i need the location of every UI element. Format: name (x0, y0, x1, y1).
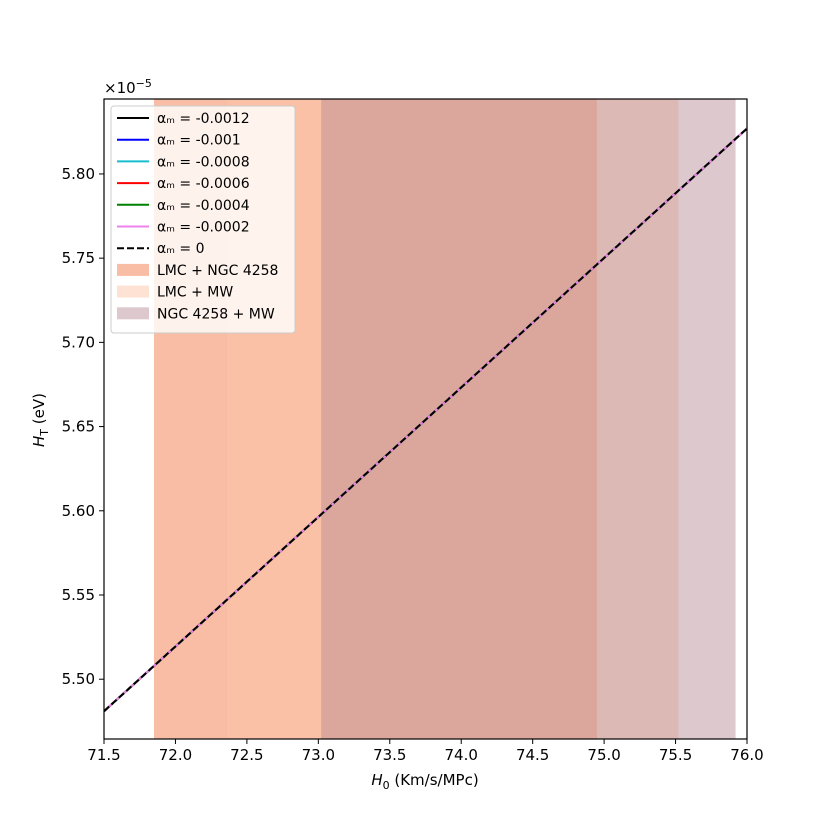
x-tick-label: 71.5 (87, 746, 120, 764)
legend-swatch-band-2 (117, 307, 149, 320)
x-axis-label: H0 (Km/s/MPc) (371, 771, 478, 792)
y-axis: 5.50 5.55 5.60 5.65 5.70 5.75 5.80 (62, 165, 104, 688)
band-1 (226, 99, 679, 739)
x-axis: 71.5 72.0 72.5 73.0 73.5 74.0 74.5 75.0 75.5 76.0 (87, 739, 764, 764)
legend-swatch-band-0 (117, 263, 149, 276)
x-tick-label: 74.5 (516, 746, 549, 764)
legend-label-series-3: αₘ = -0.0006 (157, 176, 250, 192)
legend-label-series-0: αₘ = -0.0012 (157, 111, 250, 127)
legend: αₘ = -0.0012 αₘ = -0.001 αₘ = -0.0008 αₘ = … (110, 105, 296, 334)
legend-swatch-band-1 (117, 285, 149, 298)
series-line-6 (104, 127, 747, 712)
y-tick-label: 5.55 (62, 586, 95, 604)
y-tick-label: 5.70 (62, 333, 95, 351)
legend-label-band-2: NGC 4258 + MW (157, 306, 275, 322)
x-tick-label: 75.5 (659, 746, 692, 764)
y-tick-label: 5.75 (62, 249, 95, 267)
x-tick-label: 73.5 (373, 746, 406, 764)
x-tick-label: 76.0 (730, 746, 763, 764)
y-axis-label: HT (eV) (30, 393, 51, 447)
y-tick-label: 5.80 (62, 165, 95, 183)
legend-box (110, 105, 296, 334)
x-tick-label: 75.0 (587, 746, 620, 764)
legend-label-series-1: αₘ = -0.001 (157, 133, 241, 149)
x-tick-label: 72.0 (159, 746, 192, 764)
legend-label-series-2: αₘ = -0.0008 (157, 154, 250, 170)
legend-label-band-0: LMC + NGC 4258 (157, 263, 278, 279)
legend-label-series-5: αₘ = -0.0002 (157, 220, 250, 236)
legend-label-series-6: αₘ = 0 (157, 241, 205, 257)
y-tick-label: 5.60 (62, 502, 95, 520)
x-tick-label: 72.5 (230, 746, 263, 764)
plot-frame (103, 98, 748, 740)
legend-label-series-4: αₘ = -0.0004 (157, 198, 250, 214)
x-tick-label: 73.0 (302, 746, 335, 764)
x-tick-label: 74.0 (445, 746, 478, 764)
lines-layer (104, 127, 747, 712)
y-offset-text: ×10−5 (104, 77, 152, 97)
band-2 (321, 99, 736, 739)
legend-label-band-1: LMC + MW (157, 285, 233, 301)
y-tick-label: 5.50 (62, 670, 95, 688)
y-tick-label: 5.65 (62, 418, 95, 436)
